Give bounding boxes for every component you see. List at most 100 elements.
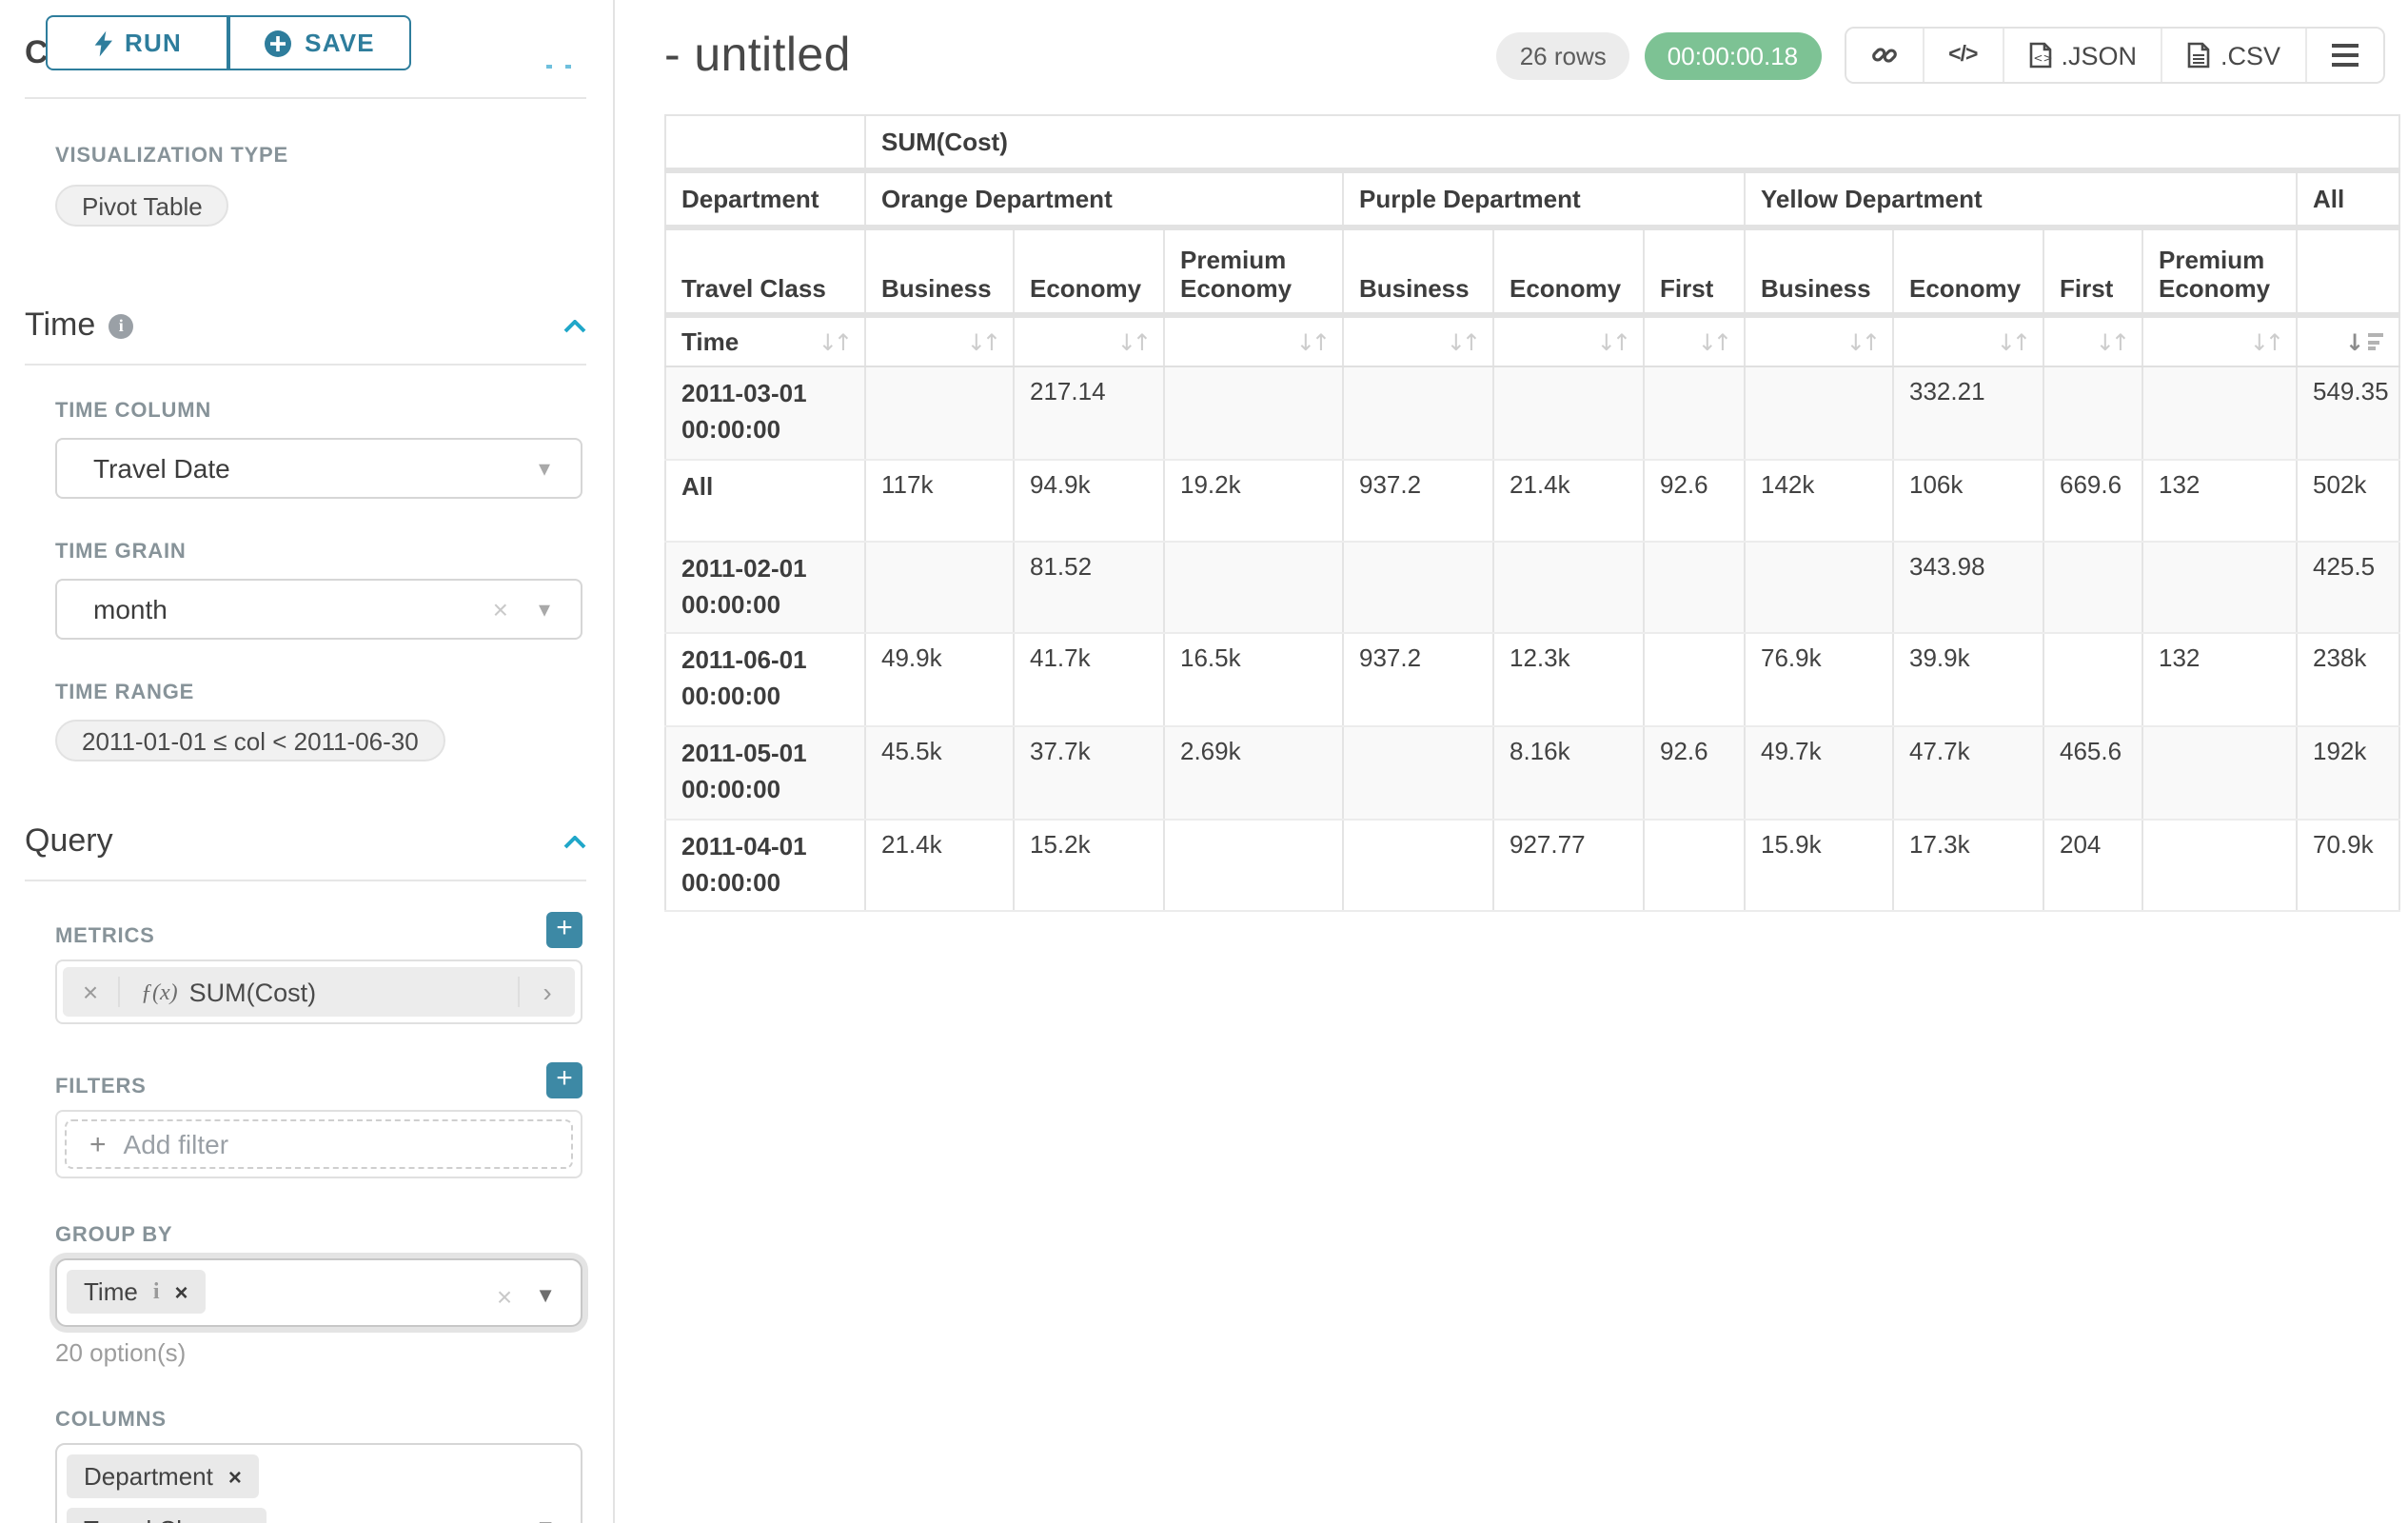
sort-toggle-icon[interactable]: ↓↑	[1845, 328, 1881, 355]
time-sort-header[interactable]: Time ↓↑	[664, 315, 866, 367]
value-cell: 425.5	[2295, 541, 2401, 635]
columns-select[interactable]: Department × Travel Class × × ▼	[55, 1443, 582, 1523]
sort-toggle-icon[interactable]: ↓↑	[818, 328, 853, 355]
collapse-chevron-icon[interactable]	[563, 319, 586, 332]
time-axis-label: Time	[681, 327, 740, 356]
travel-class-header[interactable]: Economy	[1892, 227, 2044, 318]
department-group-header[interactable]: Yellow Department	[1744, 170, 2298, 230]
more-menu-button[interactable]	[2307, 29, 2383, 82]
clear-icon[interactable]: ×	[496, 1281, 513, 1312]
value-cell: 49.9k	[864, 633, 1015, 728]
sort-toggle-icon[interactable]: ↓↑	[1295, 328, 1331, 355]
value-cell	[2043, 633, 2143, 728]
value-cell: 92.6	[1643, 459, 1746, 543]
sort-header-cell[interactable]: ↓↑	[1744, 315, 1894, 367]
sort-toggle-icon[interactable]: ↓↑	[1596, 328, 1631, 355]
sort-header-cell[interactable]: ↓↑	[1013, 315, 1165, 367]
travel-class-header[interactable]: Economy	[1492, 227, 1645, 318]
sort-toggle-icon[interactable]: ↓↑	[1996, 328, 2031, 355]
export-json-button[interactable]: <> .JSON	[2003, 29, 2163, 82]
remove-chip-icon[interactable]: ×	[227, 1463, 242, 1490]
row-label: All	[664, 459, 866, 543]
pivot-data-row: All 117k 94.9k 19.2k 937.2 21.4k 92.6 142k 106k 6…	[664, 459, 2401, 543]
value-cell: 19.2k	[1163, 459, 1344, 543]
sort-descending-active-icon[interactable]: ↓	[2345, 328, 2384, 355]
value-cell: 21.4k	[1492, 459, 1645, 543]
select-value-chip[interactable]: Travel Class ×	[67, 1508, 266, 1523]
chip-label: Travel Class	[84, 1515, 221, 1523]
divider	[25, 97, 586, 99]
travel-class-header[interactable]: Business	[1744, 227, 1894, 318]
sort-header-cell[interactable]: ↓↑	[1492, 315, 1645, 367]
travel-class-header[interactable]: Business	[1342, 227, 1494, 318]
travel-class-header[interactable]: Premium Economy	[2142, 227, 2298, 318]
department-group-header[interactable]: All	[2295, 170, 2401, 230]
run-button[interactable]: RUN	[46, 15, 228, 70]
travel-class-header[interactable]: First	[2043, 227, 2143, 318]
travel-class-header[interactable]: Premium Economy	[1163, 227, 1344, 318]
link-icon	[1871, 48, 1897, 63]
travel-class-header[interactable]	[2295, 227, 2401, 318]
sort-header-cell[interactable]: ↓↑	[864, 315, 1015, 367]
travel-class-header[interactable]: Business	[864, 227, 1015, 318]
time-section-title: Time i	[25, 307, 134, 345]
remove-metric-icon[interactable]: ×	[63, 977, 120, 1007]
caret-down-icon: ▾	[538, 596, 550, 623]
visualization-type-pill[interactable]: Pivot Table	[55, 185, 229, 227]
value-cell: 15.9k	[1744, 819, 1894, 913]
sort-toggle-icon[interactable]: ↓↑	[966, 328, 1001, 355]
department-group-header[interactable]: Purple Department	[1342, 170, 1746, 230]
value-cell: 2.69k	[1163, 726, 1344, 821]
chip-label: Department	[84, 1462, 213, 1491]
time-grain-select[interactable]: month × ▾	[55, 579, 582, 640]
travel-class-header[interactable]: First	[1643, 227, 1746, 318]
group-by-select[interactable]: Time i × × ▼	[55, 1258, 582, 1327]
value-cell	[1163, 541, 1344, 635]
select-value-chip[interactable]: Time i ×	[67, 1270, 206, 1314]
sort-toggle-icon[interactable]: ↓↑	[2249, 328, 2284, 355]
sort-header-cell[interactable]: ↓↑	[2142, 315, 2298, 367]
add-filter-button[interactable]: + Add filter	[65, 1119, 573, 1169]
value-cell	[1342, 366, 1494, 461]
value-cell: 343.98	[1892, 541, 2044, 635]
add-filter-plus-button[interactable]: +	[546, 1062, 582, 1098]
select-value-chip[interactable]: Department ×	[67, 1454, 259, 1498]
remove-chip-icon[interactable]: ×	[236, 1516, 249, 1523]
row-label: 2011-06-01 00:00:00	[664, 633, 866, 728]
chart-title[interactable]: - untitled	[664, 28, 851, 81]
sort-toggle-icon[interactable]: ↓↑	[1446, 328, 1481, 355]
sort-header-cell[interactable]: ↓↑	[1342, 315, 1494, 367]
sort-header-cell[interactable]: ↓↑	[1643, 315, 1746, 367]
clear-icon[interactable]: ×	[497, 1513, 512, 1523]
sort-header-cell[interactable]: ↓↑	[1892, 315, 2044, 367]
sort-header-cell[interactable]: ↓↑	[2043, 315, 2143, 367]
collapse-chevron-icon[interactable]	[563, 835, 586, 848]
pivot-data-row: 2011-04-01 00:00:00 21.4k 15.2k 927.77 15.9k 1…	[664, 819, 2401, 913]
value-cell: 549.35	[2295, 366, 2401, 461]
metric-chip[interactable]: × ƒ(x) SUM(Cost) ›	[63, 967, 575, 1017]
hamburger-icon	[2332, 43, 2359, 68]
export-csv-button[interactable]: .CSV	[2162, 29, 2307, 82]
add-metric-button[interactable]: +	[546, 912, 582, 948]
copy-link-button[interactable]	[1845, 29, 1924, 82]
sort-toggle-icon[interactable]: ↓↑	[1697, 328, 1732, 355]
sort-toggle-icon[interactable]: ↓↑	[1116, 328, 1152, 355]
json-file-icon: <>	[2029, 42, 2051, 69]
embed-code-button[interactable]: </>	[1924, 29, 2004, 82]
sort-header-cell[interactable]: ↓↑	[1163, 315, 1344, 367]
remove-chip-icon[interactable]: ×	[174, 1278, 188, 1305]
travel-class-header[interactable]: Economy	[1013, 227, 1165, 318]
pivot-data-row: 2011-05-01 00:00:00 45.5k 37.7k 2.69k 8.16k 92…	[664, 726, 2401, 821]
value-cell: 8.16k	[1492, 726, 1645, 821]
time-column-select[interactable]: Travel Date ▾	[55, 438, 582, 499]
department-group-header[interactable]: Orange Department	[864, 170, 1344, 230]
sort-toggle-icon[interactable]: ↓↑	[2095, 328, 2130, 355]
time-range-pill[interactable]: 2011-01-01 ≤ col < 2011-06-30	[55, 720, 445, 762]
sort-header-cell[interactable]: ↓	[2295, 315, 2401, 367]
chevron-up-icon[interactable]	[546, 65, 571, 69]
expand-metric-icon[interactable]: ›	[518, 977, 575, 1007]
clear-icon[interactable]: ×	[492, 594, 508, 624]
save-button[interactable]: SAVE	[228, 15, 411, 70]
control-panel: Chart Type RUN SAVE VISUALIZATION TYPE P…	[0, 0, 615, 1523]
